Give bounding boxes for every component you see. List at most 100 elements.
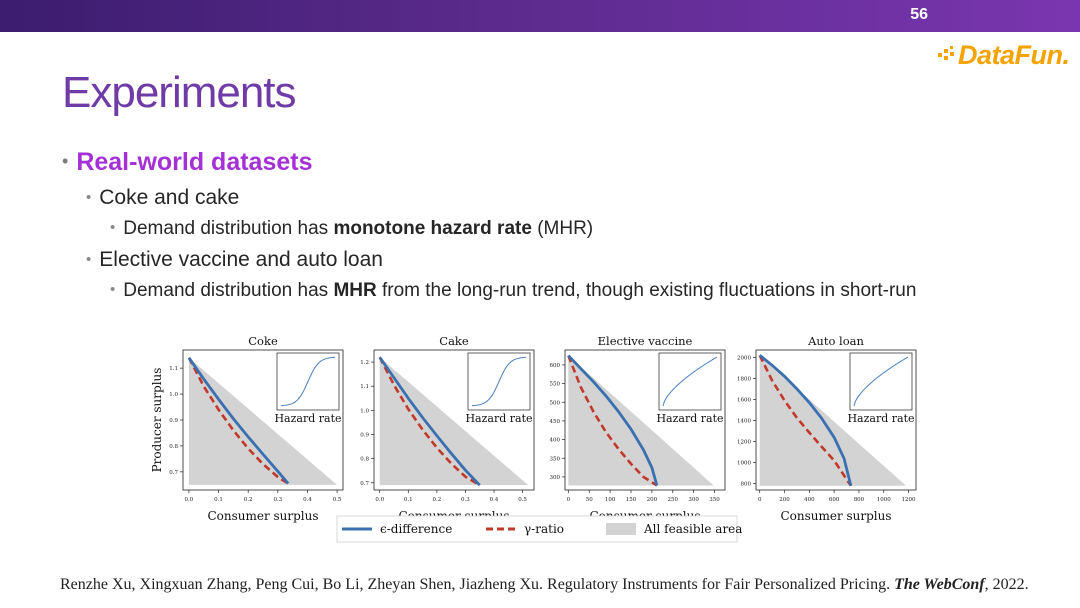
legend-box xyxy=(336,515,738,543)
bullet-main-text: Real-world datasets xyxy=(76,148,313,176)
x-axis-label: Consumer surplus xyxy=(207,509,318,523)
detail-text: Demand distribution has xyxy=(123,218,334,239)
y-tick-label: 0.8 xyxy=(360,457,369,463)
bullet-sub1-text: Coke and cake xyxy=(99,186,240,209)
y-tick-label: 600 xyxy=(550,363,561,369)
y-tick-label: 1.1 xyxy=(169,366,178,372)
feasible-area xyxy=(379,357,529,486)
y-tick-label: 300 xyxy=(550,475,561,481)
bullet-dot-icon: • xyxy=(62,151,69,171)
y-tick-label: 0.8 xyxy=(169,444,178,450)
x-tick-label: 300 xyxy=(688,497,699,503)
x-tick-label: 0.3 xyxy=(461,497,470,503)
x-tick-label: 100 xyxy=(605,497,616,503)
x-tick-label: 0.4 xyxy=(490,497,499,503)
epsilon-difference-line xyxy=(567,354,659,486)
bullet-sub2-text: Elective vaccine and auto loan xyxy=(99,248,383,271)
legend-feasible-swatch xyxy=(606,523,636,535)
top-banner xyxy=(0,0,1080,32)
chart-title: Auto loan xyxy=(807,334,864,348)
inset-label: Hazard rate xyxy=(656,412,723,425)
x-tick-label: 0.2 xyxy=(244,497,253,503)
logo-dots-icon xyxy=(938,46,954,60)
legend-eps-label: ϵ-difference xyxy=(380,522,452,536)
chart-legend: ϵ-difference γ-ratio All feasible area xyxy=(336,515,742,543)
y-tick-label: 1400 xyxy=(737,419,751,425)
x-tick-label: 1200 xyxy=(902,497,916,503)
bullet-sub2-detail: • Demand distribution has MHR from the lo… xyxy=(110,280,916,302)
chart-title: Coke xyxy=(248,334,278,348)
hazard-rate-curve xyxy=(280,356,336,407)
x-tick-label: 600 xyxy=(829,497,840,503)
bullet-dot-icon: • xyxy=(110,281,116,298)
detail-text: (MHR) xyxy=(531,218,594,239)
inset-label: Hazard rate xyxy=(274,412,341,425)
x-tick-label: 0.5 xyxy=(333,497,342,503)
datafun-logo: DataFun. xyxy=(938,38,1070,72)
feasible-area xyxy=(568,355,714,486)
x-axis-label: Consumer surplus xyxy=(780,509,891,523)
inset-box xyxy=(658,352,722,411)
y-axis-label: Producer surplus xyxy=(150,368,164,473)
x-tick-label: 200 xyxy=(647,497,658,503)
inset-box xyxy=(849,352,913,411)
page-number: 56 xyxy=(910,6,928,23)
y-tick-label: 1600 xyxy=(737,397,751,403)
y-tick-label: 1.0 xyxy=(169,392,178,398)
y-tick-label: 1200 xyxy=(737,440,751,446)
epsilon-difference-line xyxy=(187,356,290,485)
x-tick-label: 0.3 xyxy=(273,497,282,503)
chart-title: Elective vaccine xyxy=(598,334,693,348)
x-tick-label: 0.4 xyxy=(303,497,312,503)
x-tick-label: 200 xyxy=(779,497,790,503)
x-tick-label: 800 xyxy=(854,497,865,503)
epsilon-difference-line xyxy=(758,354,853,487)
y-tick-label: 2000 xyxy=(737,355,751,361)
gamma-ratio-line xyxy=(378,356,481,487)
chart-panel-1: Coke 0.0 0.1 0.2 0.3 0.4 0.5 0.7 0.8 0.9 1.0 1.1 Con… xyxy=(150,334,344,523)
citation-venue: The WebConf xyxy=(894,576,985,593)
x-tick-label: 0 xyxy=(567,497,571,503)
inset-label: Hazard rate xyxy=(847,412,914,425)
bullet-sub1: • Coke and cake xyxy=(86,186,239,210)
chart-panel-4: Auto loan 0 200 400 600 800 1000 1200 800 1000 120… xyxy=(737,334,917,523)
x-tick-label: 350 xyxy=(709,497,720,503)
citation-year: , 2022. xyxy=(984,576,1029,593)
detail-text: Demand distribution has xyxy=(123,280,334,301)
inset-label: Hazard rate xyxy=(465,412,532,425)
x-tick-label: 0.1 xyxy=(214,497,223,503)
y-tick-label: 1.0 xyxy=(360,408,369,414)
axes-frame xyxy=(373,349,535,491)
x-tick-label: 0.0 xyxy=(375,497,384,503)
chart-title: Cake xyxy=(439,334,469,348)
axes-frame xyxy=(564,349,726,491)
y-tick-label: 0.7 xyxy=(169,470,178,476)
epsilon-difference-line xyxy=(378,356,481,487)
legend-gamma-label: γ-ratio xyxy=(524,522,564,536)
y-tick-label: 400 xyxy=(550,438,561,444)
bullet-main: • Real-world datasets xyxy=(62,148,313,177)
detail-text: from the long-run trend, though existing… xyxy=(376,280,917,301)
bullet-dot-icon: • xyxy=(110,219,116,236)
hazard-rate-curve xyxy=(471,356,527,407)
x-tick-label: 0 xyxy=(758,497,762,503)
y-tick-label: 0.9 xyxy=(169,418,178,424)
page-title: Experiments xyxy=(62,68,297,117)
y-tick-label: 1800 xyxy=(737,376,751,382)
charts-figure: Coke 0.0 0.1 0.2 0.3 0.4 0.5 0.7 0.8 0.9 1.0 1.1 Con… xyxy=(150,334,917,543)
x-tick-label: 400 xyxy=(804,497,815,503)
bullet-dot-icon: • xyxy=(86,189,92,206)
y-tick-label: 1.1 xyxy=(360,384,369,390)
x-tick-label: 1000 xyxy=(877,497,891,503)
y-tick-label: 550 xyxy=(550,382,561,388)
x-tick-label: 250 xyxy=(668,497,679,503)
citation-authors: Renzhe Xu, Xingxuan Zhang, Peng Cui, Bo … xyxy=(60,576,895,593)
y-tick-label: 350 xyxy=(550,456,561,462)
gamma-ratio-line xyxy=(567,355,658,487)
bullet-dot-icon: • xyxy=(86,251,92,268)
x-tick-label: 0.2 xyxy=(432,497,441,503)
gamma-ratio-line xyxy=(758,354,852,487)
y-tick-label: 0.7 xyxy=(360,481,369,487)
y-tick-label: 800 xyxy=(741,482,752,488)
x-tick-label: 0.0 xyxy=(185,497,194,503)
